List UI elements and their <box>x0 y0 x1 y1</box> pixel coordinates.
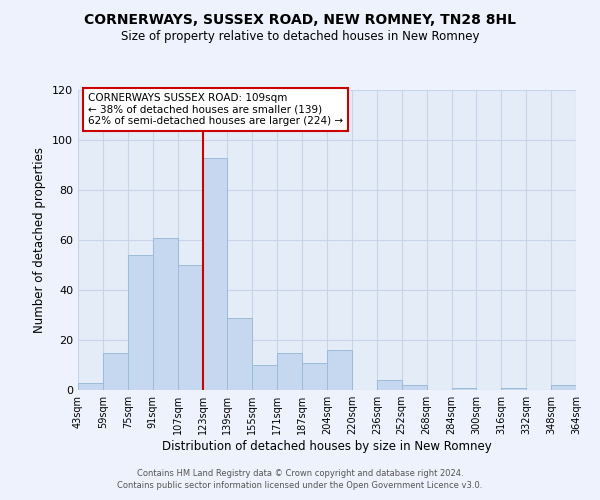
Bar <box>452 388 476 390</box>
Text: CORNERWAYS, SUSSEX ROAD, NEW ROMNEY, TN28 8HL: CORNERWAYS, SUSSEX ROAD, NEW ROMNEY, TN2… <box>84 12 516 26</box>
Text: CORNERWAYS SUSSEX ROAD: 109sqm
← 38% of detached houses are smaller (139)
62% of: CORNERWAYS SUSSEX ROAD: 109sqm ← 38% of … <box>88 93 343 126</box>
Bar <box>327 350 352 390</box>
Bar <box>103 352 128 390</box>
Bar <box>178 265 203 390</box>
Bar <box>402 385 427 390</box>
Bar <box>253 365 277 390</box>
X-axis label: Distribution of detached houses by size in New Romney: Distribution of detached houses by size … <box>162 440 492 453</box>
Text: Contains HM Land Registry data © Crown copyright and database right 2024.: Contains HM Land Registry data © Crown c… <box>137 468 463 477</box>
Text: Contains public sector information licensed under the Open Government Licence v3: Contains public sector information licen… <box>118 481 482 490</box>
Bar <box>277 352 302 390</box>
Bar <box>78 382 103 390</box>
Bar <box>227 318 253 390</box>
Bar <box>377 380 402 390</box>
Text: Size of property relative to detached houses in New Romney: Size of property relative to detached ho… <box>121 30 479 43</box>
Y-axis label: Number of detached properties: Number of detached properties <box>34 147 46 333</box>
Bar <box>302 362 327 390</box>
Bar <box>551 385 576 390</box>
Bar <box>203 158 227 390</box>
Bar <box>152 238 178 390</box>
Bar <box>502 388 526 390</box>
Bar <box>128 255 153 390</box>
